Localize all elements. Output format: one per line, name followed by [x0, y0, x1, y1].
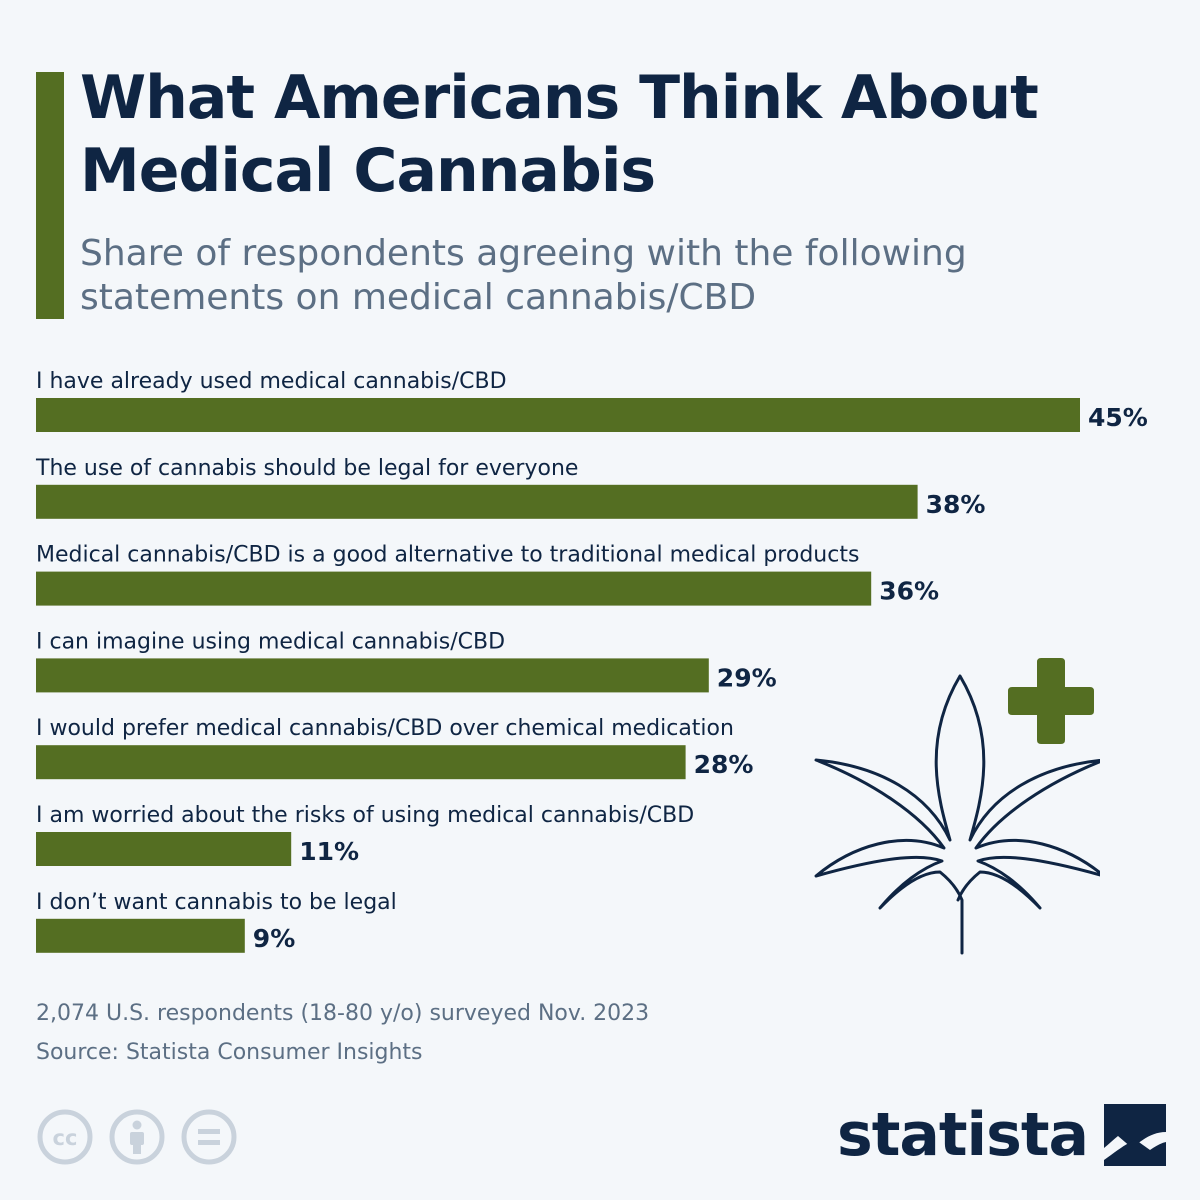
survey-note: 2,074 U.S. respondents (18-80 y/o) surve…	[36, 1001, 650, 1026]
bar	[36, 571, 872, 606]
no-derivatives-icon[interactable]	[180, 1108, 238, 1166]
bar	[36, 832, 292, 866]
bar	[36, 398, 1080, 432]
bar	[36, 484, 918, 519]
category-label: I have already used medical cannabis/CBD	[36, 369, 507, 394]
value-label: 29%	[717, 663, 777, 692]
bar	[36, 745, 686, 780]
page-subtitle: Share of respondents agreeing with the f…	[80, 233, 967, 318]
category-label: I don’t want cannabis to be legal	[36, 890, 397, 915]
value-label: 38%	[926, 490, 986, 519]
page-title: What Americans Think About Medical Canna…	[80, 63, 1039, 207]
statista-logo-icon[interactable]	[1104, 1104, 1166, 1166]
category-label: I would prefer medical cannabis/CBD over…	[36, 716, 734, 741]
category-label: The use of cannabis should be legal for …	[35, 456, 578, 481]
category-label: I can imagine using medical cannabis/CBD	[36, 629, 505, 654]
value-label: 36%	[879, 577, 939, 606]
category-label: Medical cannabis/CBD is a good alternati…	[36, 543, 859, 568]
value-label: 28%	[694, 750, 754, 779]
cc-icon[interactable]: cc	[36, 1108, 94, 1166]
category-label: I am worried about the risks of using me…	[36, 803, 694, 828]
plus-icon	[1008, 658, 1094, 744]
attribution-icon[interactable]	[108, 1108, 166, 1166]
cannabis-leaf-icon	[814, 674, 1100, 955]
source-note: Source: Statista Consumer Insights	[36, 1040, 423, 1065]
bar	[36, 658, 709, 693]
value-label: 11%	[299, 837, 359, 866]
bar	[36, 918, 245, 953]
svg-text:cc: cc	[53, 1126, 78, 1150]
title-accent-bar	[36, 72, 64, 319]
value-label: 9%	[253, 924, 295, 953]
statista-logo-text[interactable]: statista	[836, 1100, 1089, 1170]
value-label: 45%	[1088, 403, 1148, 432]
